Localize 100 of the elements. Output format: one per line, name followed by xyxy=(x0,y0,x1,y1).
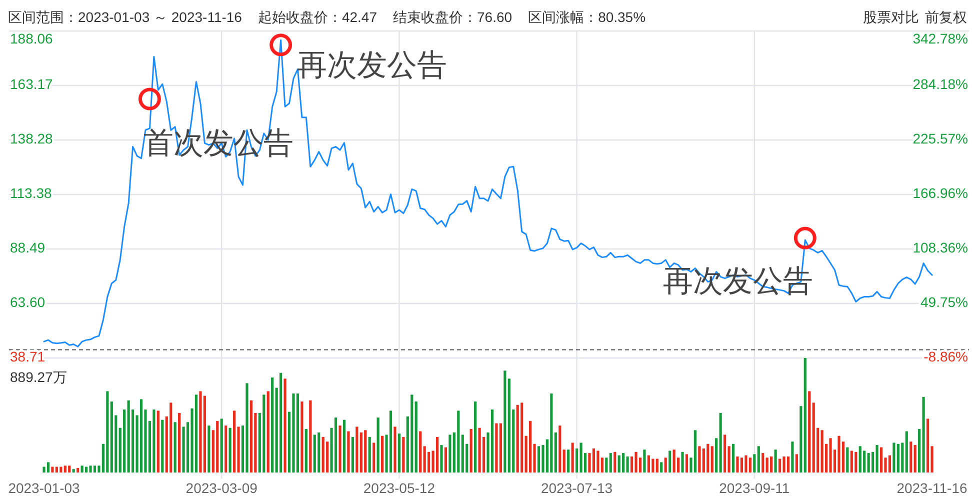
bar xyxy=(351,437,354,472)
bar xyxy=(178,412,181,472)
y-tick-label: 163.17 xyxy=(10,76,54,92)
y2-tick-label: 284.18% xyxy=(912,76,968,92)
bar xyxy=(304,428,308,472)
y2-tick-label: 166.96% xyxy=(912,185,968,202)
bar xyxy=(795,454,798,472)
bar xyxy=(93,466,96,472)
bar xyxy=(419,431,422,472)
bar xyxy=(626,456,629,472)
bar xyxy=(440,445,443,472)
bar xyxy=(786,456,790,472)
bar xyxy=(719,412,722,472)
bar xyxy=(398,434,400,472)
bar xyxy=(892,442,896,472)
bar xyxy=(804,358,806,472)
bar xyxy=(808,391,811,472)
bar xyxy=(698,446,701,472)
bar xyxy=(76,468,80,472)
y2-tick-label: 49.75% xyxy=(920,294,968,310)
bar xyxy=(876,445,878,472)
y-tick-label: 138.28 xyxy=(10,130,54,147)
bar xyxy=(300,402,304,472)
bar xyxy=(800,406,802,472)
bar xyxy=(356,426,358,472)
bar xyxy=(347,431,350,472)
text: 区间范围：2023-01-03 ～ 2023-11-16 xyxy=(8,9,242,25)
bar xyxy=(528,420,532,472)
bar xyxy=(896,444,900,472)
bar xyxy=(250,400,252,472)
bar xyxy=(854,452,858,472)
y2-tick-label: 342.78% xyxy=(912,30,968,47)
bar xyxy=(880,447,883,472)
bar xyxy=(360,432,362,472)
bar xyxy=(499,423,502,472)
bar xyxy=(156,410,160,472)
x-tick-label: 2023-11-16 xyxy=(896,480,968,496)
bar xyxy=(829,438,832,472)
bar xyxy=(567,450,570,472)
bar xyxy=(710,446,714,472)
bar xyxy=(402,437,405,472)
x-tick-label: 2023-07-13 xyxy=(540,480,613,496)
bar xyxy=(846,447,849,472)
bar xyxy=(736,456,739,472)
annotation: 再次发公告 xyxy=(296,48,447,82)
y2-tick-label: -8.86% xyxy=(924,348,968,365)
bar xyxy=(888,455,892,472)
bar xyxy=(592,448,596,472)
x-tick-label: 2023-05-12 xyxy=(363,480,436,496)
bar xyxy=(224,426,228,472)
bar xyxy=(905,431,908,472)
bar xyxy=(470,428,472,472)
bar xyxy=(84,466,88,472)
bar xyxy=(123,410,126,472)
bar xyxy=(740,458,744,472)
bar xyxy=(766,458,768,472)
text: 结束收盘价：76.60 xyxy=(393,9,512,25)
bar xyxy=(520,402,524,472)
bar xyxy=(681,452,684,472)
bar xyxy=(580,442,582,472)
bar xyxy=(715,438,718,472)
bar xyxy=(618,455,620,472)
bar xyxy=(322,437,324,472)
bar xyxy=(812,402,815,472)
bar xyxy=(791,442,794,472)
bar xyxy=(220,418,223,472)
bar xyxy=(622,453,625,472)
bar xyxy=(292,393,295,472)
bar xyxy=(762,453,764,472)
bar xyxy=(266,391,270,472)
bar xyxy=(753,454,756,472)
bar xyxy=(656,458,658,472)
bar xyxy=(702,448,705,472)
bar xyxy=(922,396,925,472)
bar xyxy=(364,430,367,472)
point xyxy=(794,226,816,250)
bar xyxy=(820,430,824,472)
bar xyxy=(394,426,396,472)
bar xyxy=(495,423,498,472)
bar xyxy=(614,452,616,472)
bar xyxy=(280,372,282,472)
bar xyxy=(901,442,904,472)
bar xyxy=(232,410,236,472)
bar xyxy=(516,404,519,472)
bar xyxy=(51,466,54,472)
bar xyxy=(318,432,320,472)
bar xyxy=(170,402,172,472)
bar xyxy=(537,446,540,472)
bar xyxy=(380,436,384,472)
y-tick-label: 88.49 xyxy=(10,240,46,256)
bar xyxy=(334,418,338,472)
bar xyxy=(60,466,62,472)
bar xyxy=(106,391,109,472)
bar xyxy=(376,418,380,472)
bar xyxy=(110,402,113,472)
bar xyxy=(271,377,274,472)
bar xyxy=(46,462,50,472)
bar xyxy=(685,454,688,472)
bar xyxy=(389,410,392,472)
bar xyxy=(596,450,600,472)
